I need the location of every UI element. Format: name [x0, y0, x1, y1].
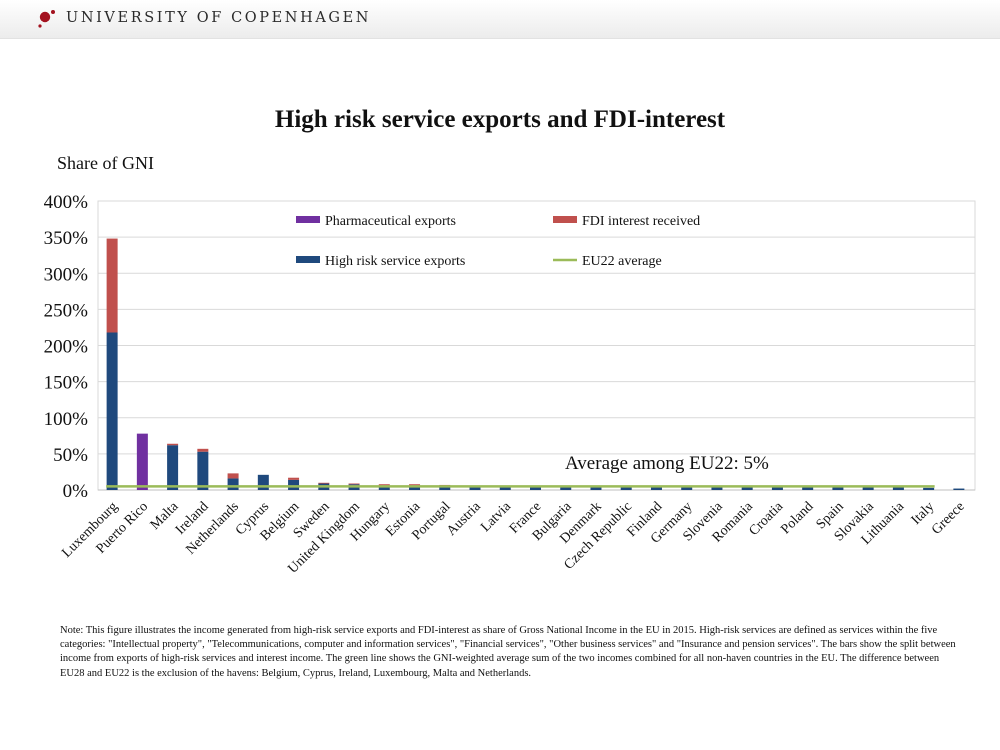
y-tick-label: 350%	[44, 228, 89, 249]
bar-high-risk-service-exports	[892, 487, 904, 490]
bar-high-risk-service-exports	[227, 478, 239, 490]
bar-high-risk-service-exports	[288, 479, 300, 490]
bar-high-risk-service-exports	[590, 486, 602, 490]
bar-high-risk-service-exports	[469, 486, 481, 490]
y-tick-label: 50%	[53, 445, 88, 466]
bar-fdi-interest-received	[167, 443, 179, 446]
bar-fdi-interest-received	[409, 484, 421, 486]
chart-area: 0%50%100%150%200%250%300%350%400%Luxembo…	[44, 192, 976, 577]
bar-fdi-interest-received	[348, 483, 360, 485]
legend-swatch	[296, 256, 320, 263]
bar-fdi-interest-received	[227, 473, 239, 479]
bar-high-risk-service-exports	[650, 486, 662, 490]
legend-label: EU22 average	[582, 254, 662, 269]
y-tick-label: 100%	[44, 409, 89, 430]
chart-title: High risk service exports and FDI-intere…	[274, 106, 726, 133]
institution-name: UNIVERSITY OF COPENHAGEN	[66, 10, 372, 26]
bar-high-risk-service-exports	[681, 486, 693, 490]
bar-high-risk-service-exports	[802, 487, 814, 490]
bar-high-risk-service-exports	[741, 487, 753, 490]
bar-high-risk-service-exports	[620, 486, 632, 490]
x-tick-label: Austria	[444, 499, 484, 539]
bar-high-risk-service-exports	[560, 486, 572, 490]
legend-label: FDI interest received	[582, 214, 700, 229]
y-tick-label: 250%	[44, 300, 89, 321]
bar-high-risk-service-exports	[106, 332, 118, 490]
bar-high-risk-service-exports	[832, 487, 844, 490]
bar-high-risk-service-exports	[530, 486, 541, 490]
x-tick-label: Poland	[778, 499, 816, 537]
bar-high-risk-service-exports	[499, 486, 511, 490]
bar-pharmaceutical-exports	[136, 433, 148, 490]
footnote: Note: This figure illustrates the income…	[60, 624, 960, 681]
bar-high-risk-service-exports	[197, 451, 209, 490]
average-annotation: Average among EU22: 5%	[565, 453, 769, 474]
legend-label: Pharmaceutical exports	[325, 214, 456, 229]
bar-high-risk-service-exports	[771, 487, 783, 490]
y-tick-label: 400%	[44, 192, 89, 213]
bar-high-risk-service-exports	[439, 486, 451, 490]
bar-high-risk-service-exports	[862, 487, 874, 490]
bar-fdi-interest-received	[197, 448, 209, 452]
legend-swatch	[296, 216, 320, 223]
legend-label: High risk service exports	[325, 254, 465, 269]
bar-high-risk-service-exports	[409, 485, 421, 490]
y-tick-label: 0%	[63, 481, 89, 502]
bar-fdi-interest-received	[378, 484, 390, 486]
footnote-text: Note: This figure illustrates the income…	[60, 625, 956, 679]
y-axis-title: Share of GNI	[57, 153, 154, 173]
bar-high-risk-service-exports	[923, 487, 935, 490]
x-tick-label: Greece	[929, 499, 968, 538]
bar-high-risk-service-exports	[167, 445, 179, 490]
bar-fdi-interest-received	[318, 482, 330, 484]
header-bar: UNIVERSITY OF COPENHAGEN	[0, 0, 1000, 39]
legend-swatch	[553, 216, 577, 223]
y-tick-label: 200%	[44, 337, 89, 358]
y-tick-label: 300%	[44, 264, 89, 285]
x-tick-label: Croatia	[747, 499, 787, 539]
bar-fdi-interest-received	[288, 477, 300, 480]
bar-high-risk-service-exports	[711, 486, 723, 490]
bar-high-risk-service-exports	[257, 474, 269, 490]
y-tick-label: 150%	[44, 373, 89, 394]
bar-high-risk-service-exports	[378, 485, 390, 490]
bar-fdi-interest-received	[106, 238, 118, 333]
bar-high-risk-service-exports	[953, 488, 965, 490]
university-seal-icon	[38, 10, 55, 28]
